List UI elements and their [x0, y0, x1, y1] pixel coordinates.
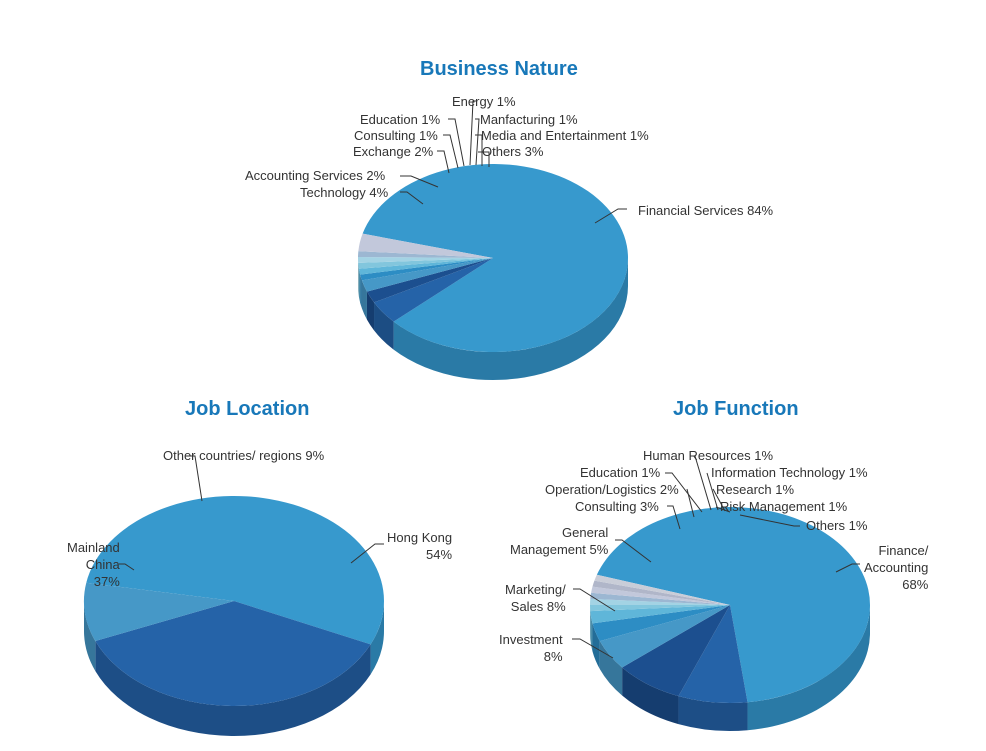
- pie-label: Energy 1%: [452, 94, 516, 111]
- pie-label: Hong Kong54%: [387, 530, 452, 564]
- pie-label: Consulting 1%: [354, 128, 438, 145]
- business-nature-pie: [353, 159, 633, 385]
- pie-label: Operation/Logistics 2%: [545, 482, 679, 499]
- pie-label: GeneralManagement 5%: [510, 525, 608, 559]
- pie-label: Accounting Services 2%: [245, 168, 385, 185]
- pie-label: Information Technology 1%: [711, 465, 868, 482]
- pie-label: Education 1%: [580, 465, 660, 482]
- business-nature-title: Business Nature: [420, 58, 578, 81]
- pie-label: Finance/Accounting68%: [864, 543, 928, 594]
- pie-label: Financial Services 84%: [638, 203, 773, 220]
- job-function-title: Job Function: [673, 398, 799, 421]
- pie-label: Manfacturing 1%: [480, 112, 578, 129]
- job-location-pie: [79, 491, 389, 741]
- pie-label: Consulting 3%: [575, 499, 659, 516]
- pie-label: Investment8%: [499, 632, 563, 666]
- pie-slice-side: [360, 275, 362, 309]
- pie-label: Human Resources 1%: [643, 448, 773, 465]
- pie-label: Education 1%: [360, 112, 440, 129]
- pie-label: Others 3%: [482, 144, 543, 161]
- pie-label: Exchange 2%: [353, 144, 433, 161]
- pie-label: Marketing/Sales 8%: [505, 582, 566, 616]
- pie-label: MainlandChina37%: [67, 540, 120, 591]
- pie-label: Research 1%: [716, 482, 794, 499]
- pie-label: Other countries/ regions 9%: [163, 448, 324, 465]
- pie-label: Others 1%: [806, 518, 867, 535]
- pie-label: Risk Management 1%: [720, 499, 847, 516]
- pie-label: Technology 4%: [300, 185, 388, 202]
- job-function-pie: [585, 502, 875, 736]
- job-location-title: Job Location: [185, 398, 309, 421]
- pie-label: Media and Entertainment 1%: [481, 128, 649, 145]
